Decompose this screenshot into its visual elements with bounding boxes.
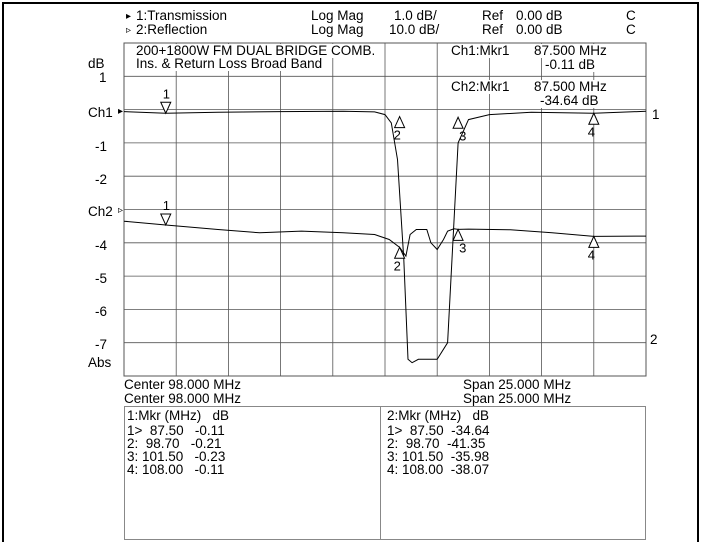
ch2-trace-title: 2:Reflection (136, 22, 208, 37)
ch2-ref-arrow: ▹ (118, 205, 124, 216)
marker-table-header: 2:Mkr (MHz) dB (387, 408, 490, 423)
y-tick-m7: -7 (95, 337, 108, 352)
marker-label: 1 (163, 198, 170, 213)
marker-label: 2 (394, 128, 401, 143)
marker-label: 3 (459, 240, 466, 255)
center-freq-ch1: Center 98.000 MHz (124, 377, 242, 392)
marker-triangle (452, 116, 464, 129)
marker-triangle (393, 246, 406, 259)
ch2-ref-value: 0.00 dB (516, 22, 563, 37)
marker-table-ch2: 2:Mkr (MHz) dB 1> 87.50 -34.64 2: 98.70 … (380, 407, 646, 539)
traces (123, 110, 647, 364)
markers: 1 2 3 4 1 2 3 4 (159, 86, 600, 273)
center-freq-ch2: Center 98.000 MHz (124, 391, 242, 406)
plot-title-line2: Ins. & Return Loss Broad Band (136, 56, 323, 71)
y-unit-bottom: Abs (88, 355, 112, 370)
ch2-marker-label: Ch2:Mkr1 (451, 79, 510, 94)
y-tick-m6: -6 (95, 304, 108, 319)
ch2-ref-label: Ref (482, 22, 504, 37)
plot-title-line1: 200+1800W FM DUAL BRIDGE COMB. (136, 43, 376, 58)
marker-row: 1> 87.50 -34.64 (387, 423, 490, 438)
marker-row: 3: 101.50 -0.23 (127, 449, 226, 464)
y-tick-1: 1 (99, 70, 107, 85)
trace1-end-label: 1 (652, 107, 660, 122)
marker-table: 1:Mkr (MHz) dB 1> 87.50 -0.11 2: 98.70 -… (124, 406, 646, 540)
ch1-ref-arrow: ▸ (118, 106, 124, 117)
marker-triangle (588, 235, 600, 248)
ch1-ref-label: Ref (482, 8, 504, 23)
marker-row: 1> 87.50 -0.11 (127, 423, 225, 438)
ch2-format: Log Mag (311, 22, 364, 37)
marker-label: 4 (588, 124, 595, 139)
marker-row: 3: 101.50 -35.98 (387, 449, 490, 464)
ch1-flag: C (626, 8, 636, 23)
ch1-active-arrow: ▸ (126, 11, 132, 22)
y-tick-m2: -2 (95, 172, 108, 187)
ch2-marker-freq: 87.500 MHz (534, 79, 607, 94)
marker-triangle (159, 213, 172, 227)
ch1-ref-value: 0.00 dB (516, 8, 563, 23)
marker-triangle (159, 101, 172, 115)
marker-triangle (452, 228, 464, 241)
ch1-trace-title: 1:Transmission (136, 8, 228, 23)
span-ch2: Span 25.000 MHz (463, 391, 572, 406)
marker-triangle (588, 112, 600, 125)
ch1-marker-freq: 87.500 MHz (534, 43, 607, 58)
marker-label: 4 (588, 247, 595, 262)
y-tick-m5: -5 (95, 271, 108, 286)
y-tick-m4: -4 (95, 238, 108, 253)
marker-row: 4: 108.00 -0.11 (127, 462, 225, 477)
ch1-marker-value: -0.11 dB (545, 57, 596, 72)
trace2-end-label: 2 (650, 332, 658, 347)
marker-label: 3 (459, 128, 466, 143)
marker-table-ch1: 1:Mkr (MHz) dB 1> 87.50 -0.11 2: 98.70 -… (125, 407, 380, 539)
ch1-scale: 1.0 dB/ (394, 8, 437, 23)
ch2-flag: C (626, 22, 636, 37)
marker-label: 2 (394, 258, 401, 273)
ch1-marker-label: Ch1:Mkr1 (451, 43, 510, 58)
ch2-marker-value: -34.64 dB (540, 93, 599, 108)
reflection-trace (123, 220, 647, 258)
marker-row: 4: 108.00 -38.07 (387, 462, 490, 477)
span-ch1: Span 25.000 MHz (463, 377, 572, 392)
y-label-ch1: Ch1 (88, 105, 113, 120)
y-label-ch2: Ch2 (88, 204, 113, 219)
y-unit-top: dB (88, 56, 105, 71)
transmission-trace (123, 110, 647, 364)
marker-table-header: 1:Mkr (MHz) dB (127, 408, 230, 423)
y-tick-m1: -1 (95, 139, 108, 154)
ch2-scale: 10.0 dB/ (389, 22, 440, 37)
graticule (123, 42, 647, 377)
marker-row: 2: 98.70 -0.21 (127, 436, 222, 451)
ch1-format: Log Mag (311, 8, 364, 23)
marker-triangle (393, 115, 406, 129)
ch2-arrow: ▹ (126, 25, 132, 36)
marker-row: 2: 98.70 -41.35 (387, 436, 486, 451)
marker-label: 1 (163, 86, 170, 101)
